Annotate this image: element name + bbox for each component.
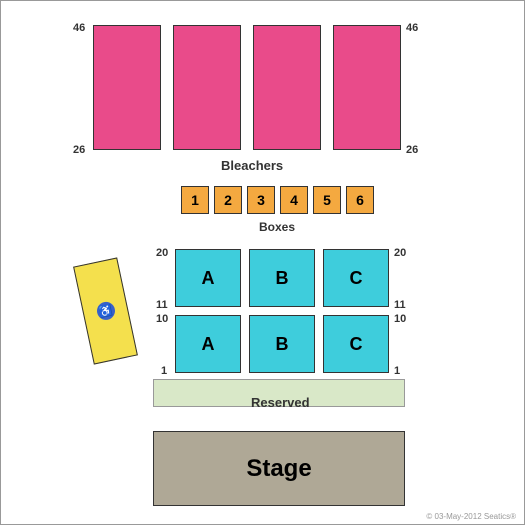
accessible-section[interactable]: ♿ <box>73 257 138 364</box>
box-section-5[interactable]: 5 <box>313 186 341 214</box>
reserved-top-A[interactable]: A <box>175 249 241 307</box>
reserved-bottom-A[interactable]: A <box>175 315 241 373</box>
bleacher-section-2[interactable] <box>173 25 241 150</box>
reserved-top-B[interactable]: B <box>249 249 315 307</box>
reserved-label: Reserved <box>251 395 310 410</box>
box-section-6[interactable]: 6 <box>346 186 374 214</box>
bleacher-row-bottom-left: 26 <box>73 144 85 156</box>
bleacher-row-top-right: 46 <box>406 22 418 34</box>
bleacher-row-top-left: 46 <box>73 22 85 34</box>
box-section-3[interactable]: 3 <box>247 186 275 214</box>
seating-chart: 46 46 26 26 Bleachers 123456 Boxes 20 20… <box>0 0 525 525</box>
stage: Stage <box>153 431 405 506</box>
box-section-4[interactable]: 4 <box>280 186 308 214</box>
boxes-label: Boxes <box>259 220 295 234</box>
reserved-row-10-right: 10 <box>394 313 406 325</box>
box-section-1[interactable]: 1 <box>181 186 209 214</box>
wheelchair-icon: ♿ <box>95 300 116 321</box>
copyright-text: © 03-May-2012 Seatics® <box>426 512 516 521</box>
bleacher-section-1[interactable] <box>93 25 161 150</box>
reserved-bottom-C[interactable]: C <box>323 315 389 373</box>
bleacher-row-bottom-right: 26 <box>406 144 418 156</box>
bleacher-section-3[interactable] <box>253 25 321 150</box>
reserved-top-C[interactable]: C <box>323 249 389 307</box>
box-section-2[interactable]: 2 <box>214 186 242 214</box>
bleachers-label: Bleachers <box>221 158 283 173</box>
reserved-bottom-B[interactable]: B <box>249 315 315 373</box>
reserved-row-11-left: 11 <box>156 299 168 311</box>
reserved-row-1-right: 1 <box>394 365 400 377</box>
bleacher-section-4[interactable] <box>333 25 401 150</box>
reserved-row-1-left: 1 <box>161 365 167 377</box>
reserved-row-11-right: 11 <box>394 299 406 311</box>
reserved-row-10-left: 10 <box>156 313 168 325</box>
reserved-row-20-left: 20 <box>156 247 168 259</box>
reserved-row-20-right: 20 <box>394 247 406 259</box>
